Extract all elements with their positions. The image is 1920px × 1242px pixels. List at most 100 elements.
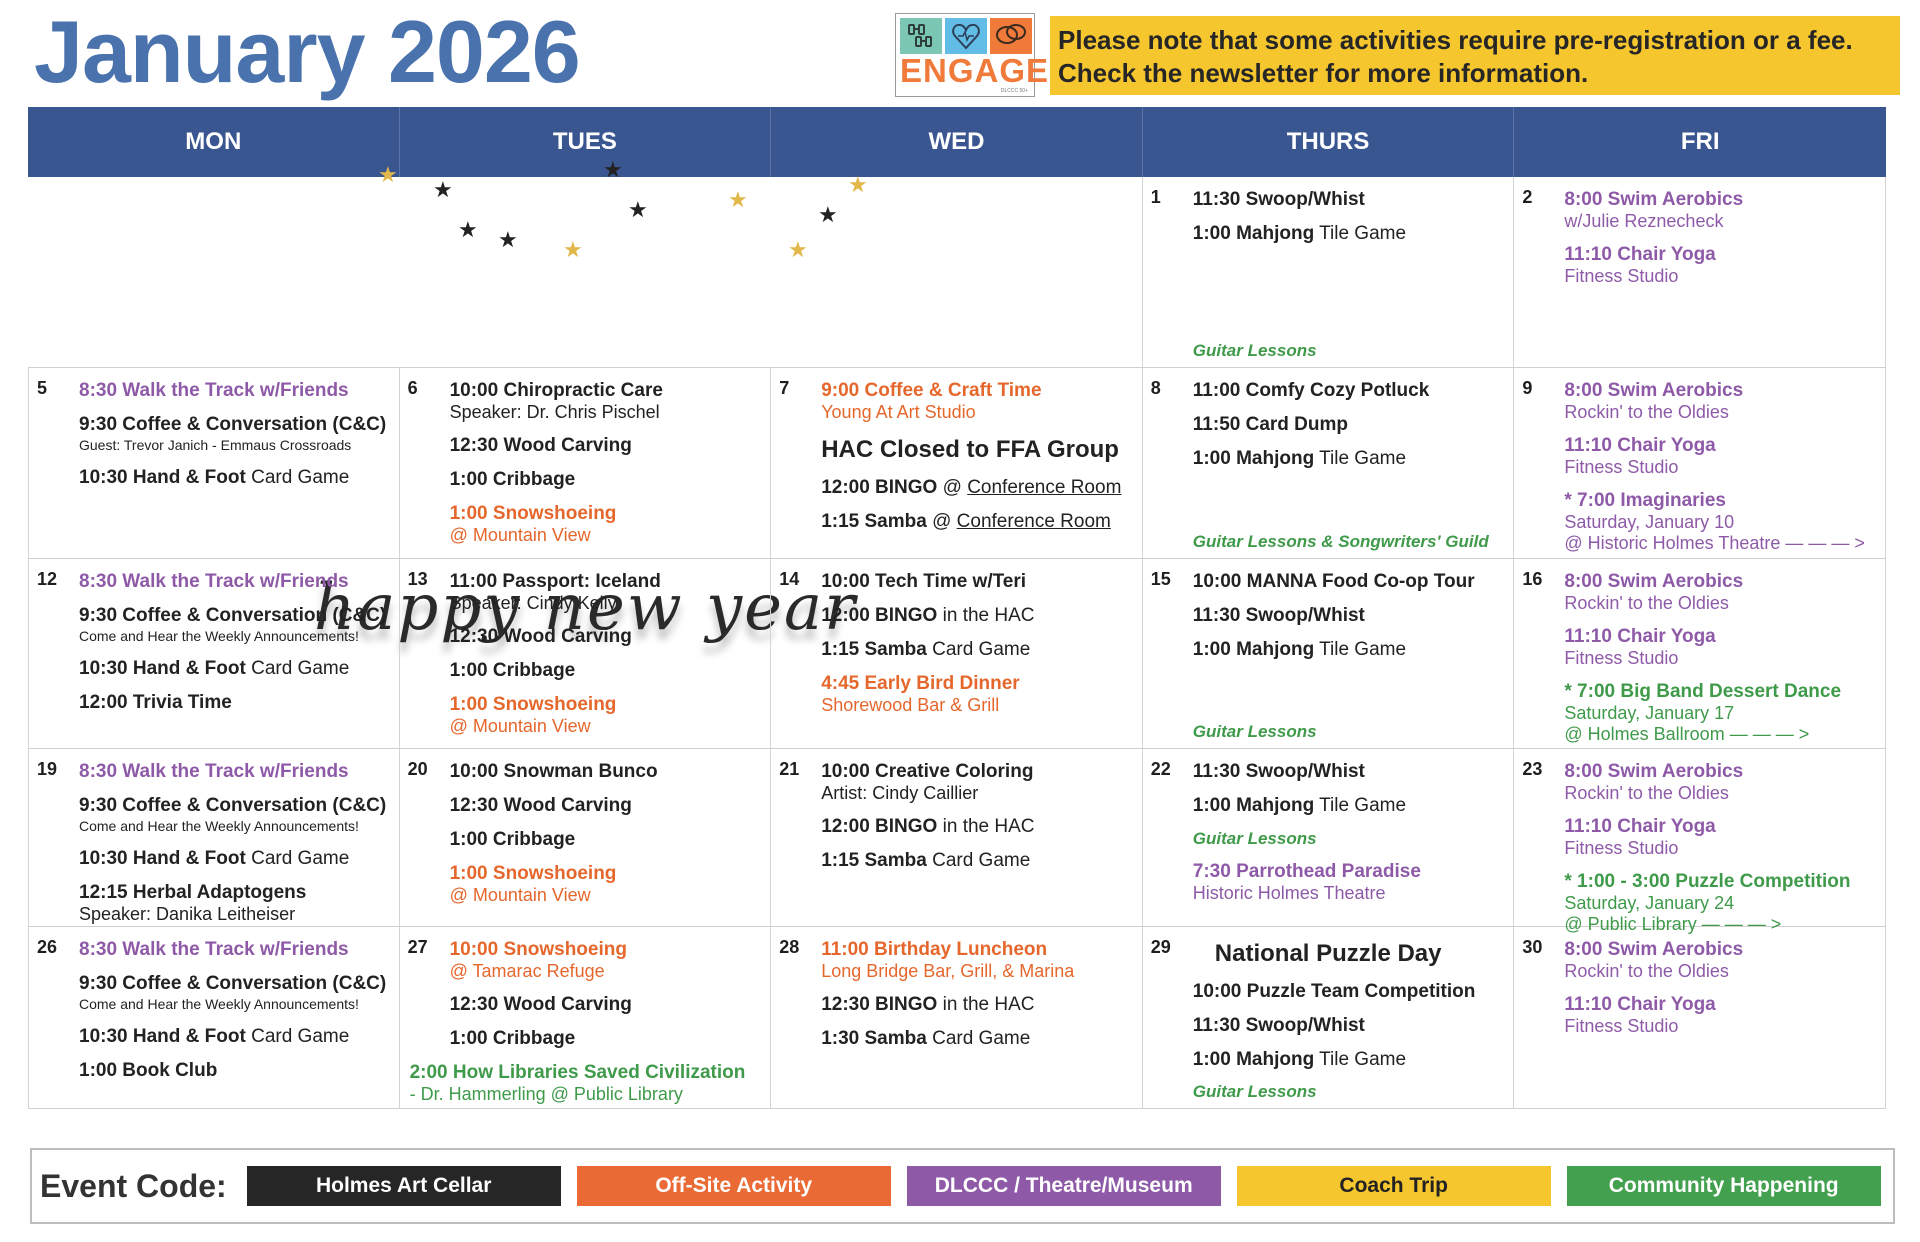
- event[interactable]: 12:00 BINGO @ Conference Room: [821, 477, 1132, 499]
- event[interactable]: 10:00 Chiropractic Care Speaker: Dr. Chri…: [450, 380, 761, 423]
- event[interactable]: 10:00 Tech Time w/Teri: [821, 571, 1132, 593]
- event[interactable]: 4:45 Early Bird Dinner Shorewood Bar & Gr…: [821, 673, 1132, 716]
- event[interactable]: * 7:00 Big Band Dessert Dance Saturday, J…: [1564, 681, 1875, 745]
- event-heading: HAC Closed to FFA Group: [821, 436, 1119, 463]
- event-time-name: * 7:00 Imaginaries: [1564, 490, 1726, 511]
- event[interactable]: 9:00 Coffee & Craft Time Young At Art Stu…: [821, 380, 1132, 423]
- event[interactable]: 12:30 Wood Carving: [450, 795, 761, 817]
- event[interactable]: 12:30 Wood Carving: [450, 994, 761, 1016]
- event[interactable]: 8:00 Swim Aerobics w/Julie Reznecheck: [1564, 189, 1875, 232]
- event[interactable]: HAC Closed to FFA Group: [821, 435, 1132, 465]
- event-time-name: 10:00 Chiropractic Care: [449, 380, 663, 401]
- date-number: 12: [37, 569, 58, 589]
- event[interactable]: 12:15 Herbal Adaptogens Speaker: Danika L…: [79, 882, 389, 925]
- event[interactable]: 7:30 Parrothead Paradise Historic Holmes …: [1193, 861, 1504, 904]
- event[interactable]: 12:00 BINGO in the HAC: [821, 816, 1132, 838]
- event[interactable]: * 1:00 - 3:00 Puzzle Competition Saturday…: [1564, 871, 1875, 935]
- event[interactable]: 8:00 Swim Aerobics Rockin' to the Oldies: [1564, 571, 1875, 614]
- event[interactable]: 1:00 Cribbage: [450, 1028, 761, 1050]
- event[interactable]: 1:00 Mahjong Tile Game: [1193, 795, 1504, 817]
- event[interactable]: 1:00 Snowshoeing @ Mountain View: [450, 694, 761, 737]
- day-cell: 13 11:00 Passport: Iceland Speaker: Cindy …: [400, 559, 772, 748]
- event[interactable]: National Puzzle Day: [1193, 939, 1504, 969]
- event-title: 1:00 Cribbage: [450, 469, 761, 491]
- event[interactable]: 11:50 Card Dump: [1193, 414, 1504, 436]
- date-number: 15: [1150, 569, 1171, 589]
- event[interactable]: 12:00 Trivia Time: [79, 692, 389, 714]
- event-time-name: 11:10 Chair Yoga: [1564, 816, 1716, 837]
- event[interactable]: 10:00 Creative Coloring Artist: Cindy Cai…: [821, 761, 1132, 804]
- event[interactable]: 11:30 Swoop/Whist: [1193, 189, 1504, 211]
- event-time-name: 10:30 Hand & Foot: [79, 848, 246, 869]
- event[interactable]: 1:00 Mahjong Tile Game: [1193, 1049, 1504, 1071]
- event-subtitle: Come and Hear the Weekly Announcements!: [79, 628, 359, 644]
- event-title: 11:50 Card Dump: [1193, 414, 1504, 436]
- event[interactable]: Guitar Lessons: [1193, 829, 1504, 849]
- event[interactable]: 10:00 MANNA Food Co-op Tour: [1193, 571, 1504, 593]
- event[interactable]: 12:30 BINGO in the HAC: [821, 994, 1132, 1016]
- event[interactable]: 1:00 Cribbage: [450, 829, 761, 851]
- event[interactable]: 1:00 Mahjong Tile Game: [1193, 448, 1504, 470]
- event[interactable]: 11:10 Chair Yoga Fitness Studio: [1564, 994, 1875, 1037]
- location-link[interactable]: Conference Room: [956, 511, 1111, 532]
- event[interactable]: 8:30 Walk the Track w/Friends: [79, 761, 389, 783]
- event[interactable]: 11:30 Swoop/Whist: [1193, 605, 1504, 627]
- event[interactable]: 11:10 Chair Yoga Fitness Studio: [1564, 244, 1875, 287]
- event[interactable]: 11:10 Chair Yoga Fitness Studio: [1564, 816, 1875, 859]
- event[interactable]: 11:10 Chair Yoga Fitness Studio: [1564, 626, 1875, 669]
- event[interactable]: 12:30 Wood Carving: [450, 626, 761, 648]
- event-title: 1:30 Samba Card Game: [821, 1028, 1132, 1050]
- event-subtitle: Fitness Studio: [1564, 838, 1679, 858]
- event[interactable]: 10:00 Snowshoeing @ Tamarac Refuge: [450, 939, 761, 982]
- event[interactable]: 1:00 Book Club: [79, 1060, 389, 1082]
- event-list: 10:00 Snowshoeing @ Tamarac Refuge 12:30 W…: [410, 939, 761, 1105]
- event[interactable]: 9:30 Coffee & Conversation (C&C) Come and…: [79, 605, 389, 646]
- event[interactable]: 9:30 Coffee & Conversation (C&C) Guest: T…: [79, 414, 389, 455]
- event[interactable]: 11:30 Swoop/Whist: [1193, 1015, 1504, 1037]
- event[interactable]: 8:00 Swim Aerobics Rockin' to the Oldies: [1564, 761, 1875, 804]
- event[interactable]: * 7:00 Imaginaries Saturday, January 10 @ …: [1564, 490, 1875, 554]
- event[interactable]: 1:15 Samba @ Conference Room: [821, 511, 1132, 533]
- event-list: 8:30 Walk the Track w/Friends 9:30 Coffee…: [79, 939, 389, 1082]
- event[interactable]: 11:00 Passport: Iceland Speaker: Cindy Ke…: [450, 571, 761, 614]
- event[interactable]: 11:10 Chair Yoga Fitness Studio: [1564, 435, 1875, 478]
- event[interactable]: 10:30 Hand & Foot Card Game: [79, 1026, 389, 1048]
- event[interactable]: 11:00 Birthday Luncheon Long Bridge Bar, …: [821, 939, 1132, 982]
- event[interactable]: 1:00 Mahjong Tile Game: [1193, 639, 1504, 661]
- event[interactable]: 1:30 Samba Card Game: [821, 1028, 1132, 1050]
- weekday-mon: MON: [28, 107, 400, 177]
- event[interactable]: 10:30 Hand & Foot Card Game: [79, 848, 389, 870]
- event[interactable]: 9:30 Coffee & Conversation (C&C) Come and…: [79, 795, 389, 836]
- event-location: @ Holmes Ballroom — — — >: [1564, 724, 1810, 744]
- event[interactable]: 8:30 Walk the Track w/Friends: [79, 939, 389, 961]
- event[interactable]: 1:00 Cribbage: [450, 469, 761, 491]
- event[interactable]: 8:30 Walk the Track w/Friends: [79, 571, 389, 593]
- event[interactable]: 1:00 Cribbage: [450, 660, 761, 682]
- event[interactable]: 10:30 Hand & Foot Card Game: [79, 658, 389, 680]
- event[interactable]: 12:30 Wood Carving: [450, 435, 761, 457]
- event[interactable]: 1:15 Samba Card Game: [821, 850, 1132, 872]
- location-link[interactable]: Conference Room: [967, 477, 1122, 498]
- event[interactable]: 10:30 Hand & Foot Card Game: [79, 467, 389, 489]
- event[interactable]: 11:00 Comfy Cozy Potluck: [1193, 380, 1504, 402]
- event[interactable]: 12:00 BINGO in the HAC: [821, 605, 1132, 627]
- event[interactable]: 1:00 Snowshoeing @ Mountain View: [450, 503, 761, 546]
- event[interactable]: 8:00 Swim Aerobics Rockin' to the Oldies: [1564, 380, 1875, 423]
- event[interactable]: 8:00 Swim Aerobics Rockin' to the Oldies: [1564, 939, 1875, 982]
- event[interactable]: 1:00 Snowshoeing @ Mountain View: [450, 863, 761, 906]
- event-title: 12:30 BINGO in the HAC: [821, 994, 1132, 1016]
- event[interactable]: 10:00 Snowman Bunco: [450, 761, 761, 783]
- event[interactable]: 11:30 Swoop/Whist: [1193, 761, 1504, 783]
- event[interactable]: 9:30 Coffee & Conversation (C&C) Come and…: [79, 973, 389, 1014]
- event[interactable]: 8:30 Walk the Track w/Friends: [79, 380, 389, 402]
- event[interactable]: 10:00 Puzzle Team Competition: [1193, 981, 1504, 1003]
- empty-cell: [28, 177, 400, 367]
- event-time-name: 8:30 Walk the Track w/Friends: [79, 571, 349, 592]
- event-title: 12:30 Wood Carving: [450, 795, 761, 817]
- event-title: 1:00 Mahjong Tile Game: [1193, 223, 1504, 245]
- event[interactable]: 2:00 How Libraries Saved Civilization - D…: [410, 1062, 761, 1105]
- event-time-name: 11:30 Swoop/Whist: [1192, 1015, 1365, 1036]
- event[interactable]: 1:15 Samba Card Game: [821, 639, 1132, 661]
- event[interactable]: 1:00 Mahjong Tile Game: [1193, 223, 1504, 245]
- day-cell: 1 11:30 Swoop/Whist 1:00 Mahjong Tile Game…: [1143, 177, 1515, 367]
